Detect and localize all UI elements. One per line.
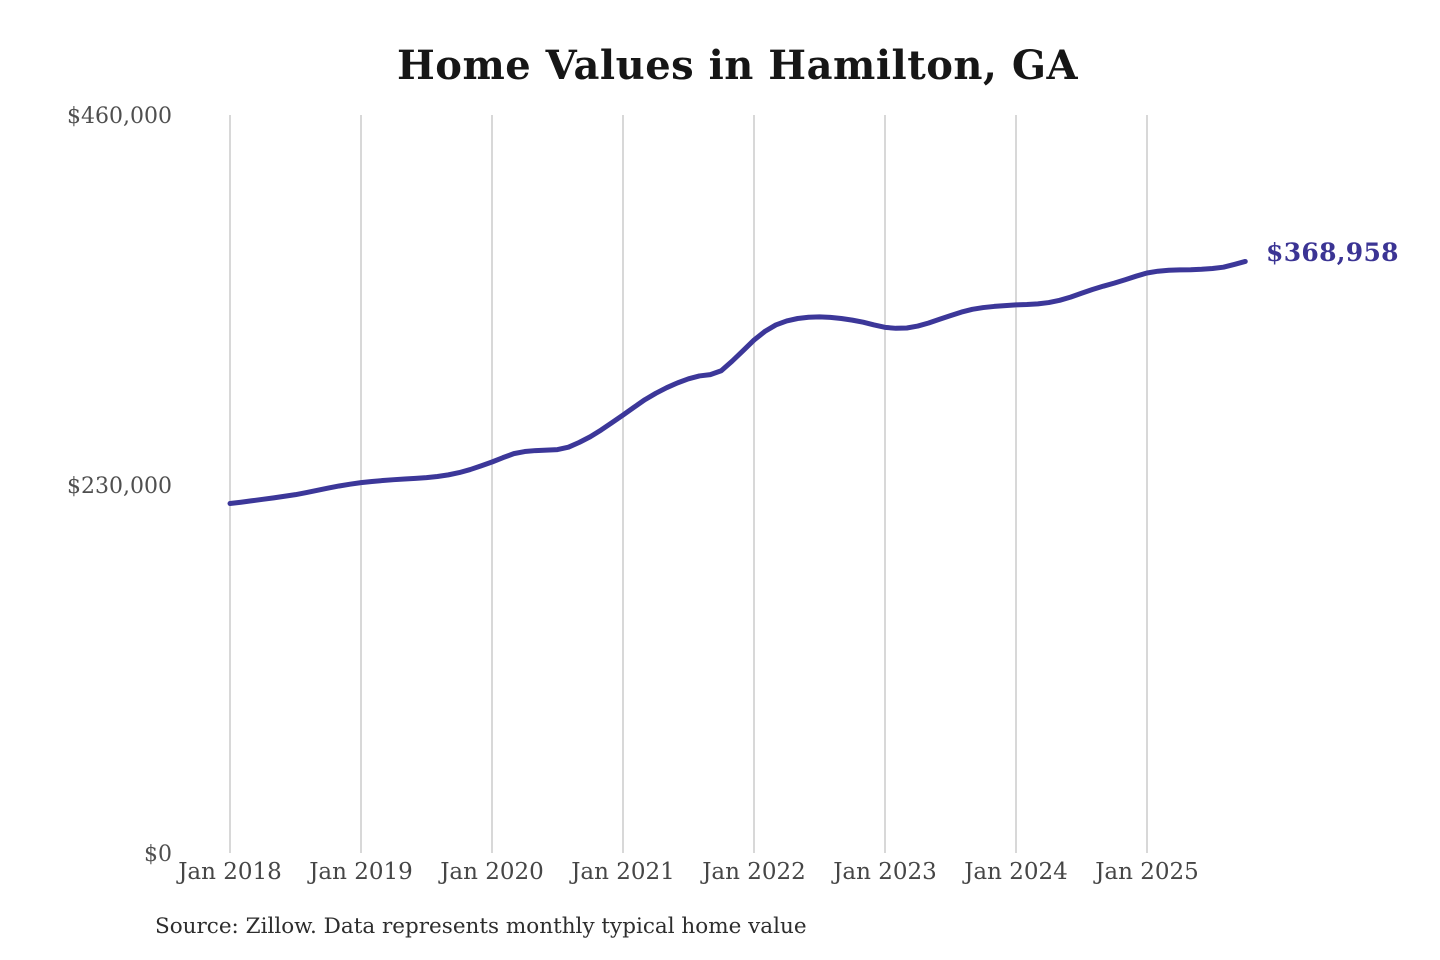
y-axis-label-460000: $460,000 [67, 104, 172, 129]
x-axis-label: Jan 2025 [1095, 859, 1199, 885]
chart-title: Home Values in Hamilton, GA [396, 42, 1079, 89]
source-note: Source: Zillow. Data represents monthly … [155, 914, 807, 939]
x-axis-label: Jan 2019 [309, 859, 413, 885]
y-axis-label-0: $0 [144, 842, 172, 867]
x-axis-label: Jan 2018 [178, 859, 282, 885]
x-axis-label: Jan 2020 [440, 859, 544, 885]
x-axis-label: Jan 2022 [702, 859, 806, 885]
home-value-line [227, 258, 1248, 506]
x-axis-label: Jan 2021 [571, 859, 675, 885]
x-axis-label: Jan 2024 [964, 859, 1068, 885]
y-axis-label-230000: $230,000 [67, 474, 172, 499]
latest-value-label: $368,958 [1266, 238, 1399, 267]
x-axis-label: Jan 2023 [833, 859, 937, 885]
